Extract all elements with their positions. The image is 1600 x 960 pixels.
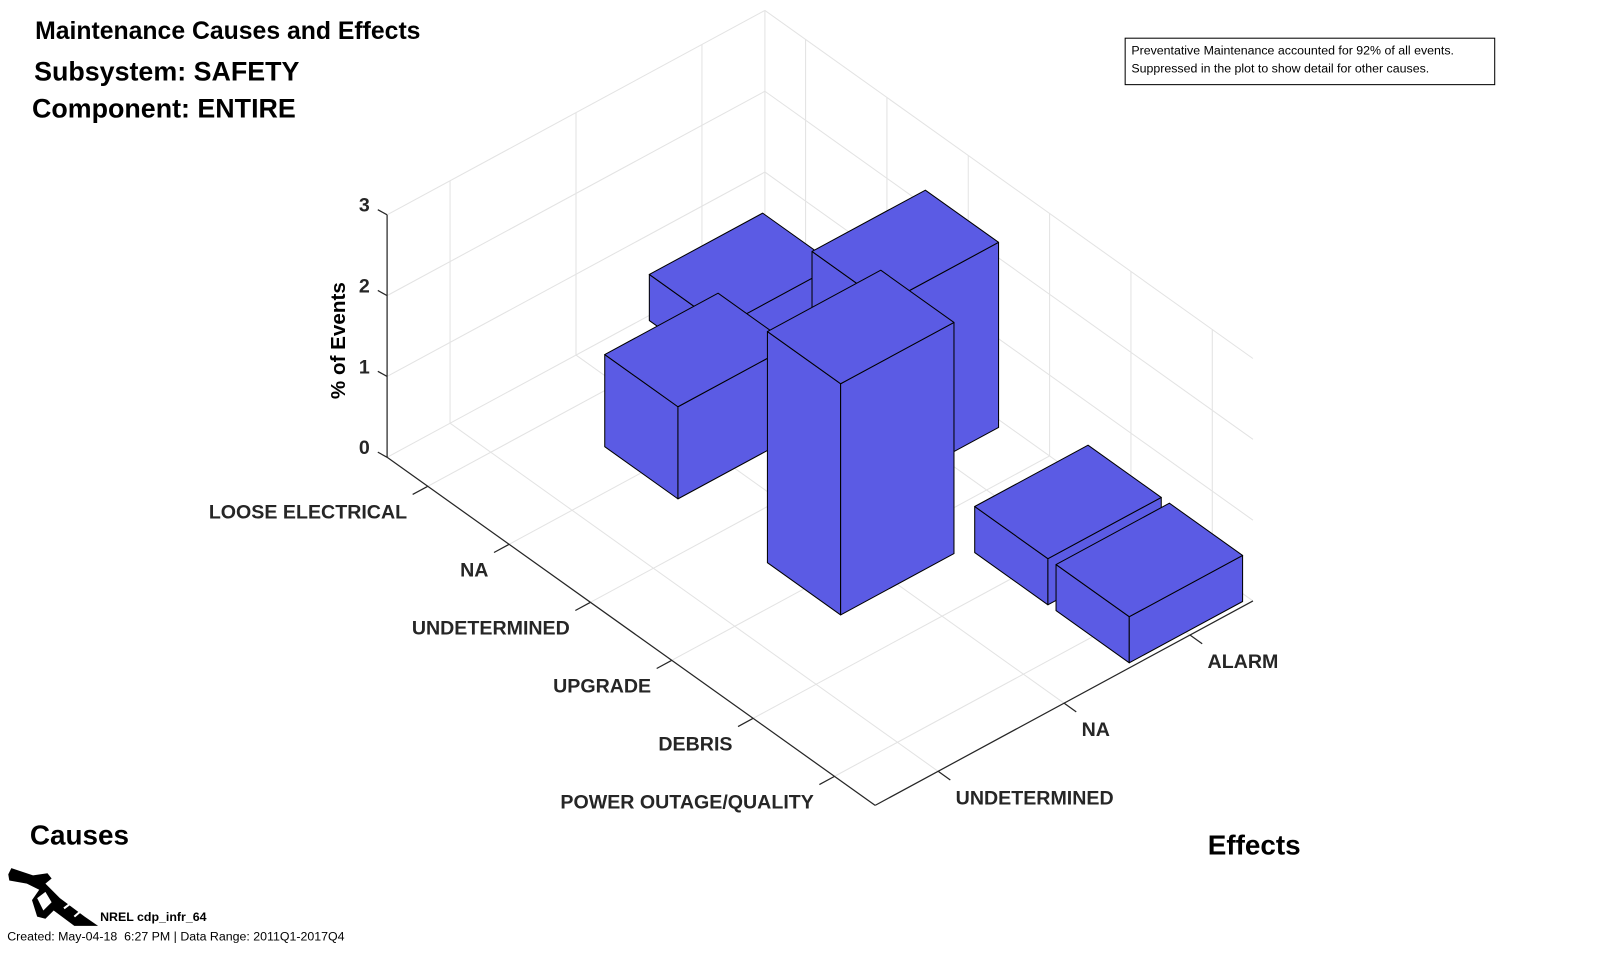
bar-na-na xyxy=(604,292,792,500)
cause-tick xyxy=(737,717,754,728)
component-title: Component: ENTIRE xyxy=(32,94,296,124)
z-tick xyxy=(377,289,388,297)
bar-face-top xyxy=(974,444,1162,560)
wall-gridline xyxy=(764,90,1254,440)
wall-gridline xyxy=(386,9,766,216)
z-tick-label: 0 xyxy=(359,437,370,459)
bar-upgrade-na xyxy=(766,269,955,616)
cause-tick-label: LOOSE ELECTRICAL xyxy=(209,501,407,523)
wall-gridline xyxy=(764,10,1254,359)
cause-tick-label: UNDETERMINED xyxy=(412,617,570,639)
annotation-box: Preventative Maintenance accounted for 9… xyxy=(1124,37,1496,86)
effect-tick xyxy=(1063,702,1077,713)
effect-tick xyxy=(937,770,951,781)
created-info: Created: May-04-18 6:27 PM | Data Range:… xyxy=(7,929,344,943)
wall-gridline xyxy=(386,171,766,377)
cause-tick xyxy=(656,659,673,670)
z-axis-label: % of Events xyxy=(327,282,350,399)
cause-tick-label: UPGRADE xyxy=(553,675,651,697)
effect-tick-label: ALARM xyxy=(1208,651,1279,673)
z-tick-label: 2 xyxy=(359,276,370,298)
x-axis-label-causes: Causes xyxy=(30,819,129,850)
cause-tick-label: DEBRIS xyxy=(658,733,732,755)
effect-tick-label: NA xyxy=(1082,719,1110,741)
causes-axis-line xyxy=(386,456,876,806)
z-tick xyxy=(377,370,388,378)
z-tick xyxy=(377,451,388,458)
cause-tick xyxy=(819,775,835,786)
fuel-nozzle-icon xyxy=(8,868,99,926)
y-axis-label-effects: Effects xyxy=(1208,830,1301,861)
annotation-line-1: Preventative Maintenance accounted for 9… xyxy=(1131,44,1454,58)
tick-labels: 0 1 2 3 LOOSE ELECTRICAL NA UNDETERMINED UPGRAD… xyxy=(209,195,1278,814)
annotation-line-2: Suppressed in the plot to show detail fo… xyxy=(1131,61,1429,75)
effect-tick-label: UNDETERMINED xyxy=(956,787,1114,809)
wall-gridline xyxy=(764,171,1254,521)
bars xyxy=(604,189,1244,664)
effect-tick xyxy=(1189,634,1203,645)
z-tick xyxy=(377,209,388,216)
logo-label: NREL cdp_infr_64 xyxy=(100,910,206,924)
floor-gridline xyxy=(449,422,939,772)
cause-tick xyxy=(575,601,591,612)
cause-tick-label: NA xyxy=(460,559,488,581)
bar-face-top xyxy=(766,269,955,385)
cause-tick-label: POWER OUTAGE/QUALITY xyxy=(560,791,813,813)
axes xyxy=(377,209,1254,806)
cause-tick xyxy=(493,543,510,554)
chart-title: Maintenance Causes and Effects xyxy=(35,18,420,45)
cause-tick xyxy=(412,485,429,496)
z-tick-label: 1 xyxy=(359,356,370,378)
bar-power-outage-quality-alarm xyxy=(1055,502,1244,664)
wall-gridline xyxy=(386,90,766,297)
bar-face-top xyxy=(1055,502,1244,618)
z-tick-label: 3 xyxy=(359,195,370,217)
subsystem-title: Subsystem: SAFETY xyxy=(34,57,299,87)
